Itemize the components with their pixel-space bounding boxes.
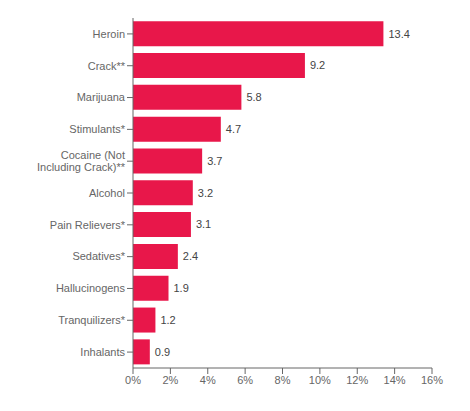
svg-text:6%: 6% <box>237 374 253 386</box>
svg-text:Heroin: Heroin <box>93 28 125 40</box>
svg-text:Hallucinogens: Hallucinogens <box>56 282 126 294</box>
svg-text:2%: 2% <box>162 374 178 386</box>
svg-text:3.2: 3.2 <box>198 187 213 199</box>
svg-text:13.4: 13.4 <box>388 28 409 40</box>
svg-text:Inhalants: Inhalants <box>80 346 125 358</box>
svg-text:Marijuana: Marijuana <box>77 91 126 103</box>
svg-text:9.2: 9.2 <box>310 59 325 71</box>
svg-text:3.7: 3.7 <box>207 155 222 167</box>
svg-text:16%: 16% <box>421 374 443 386</box>
svg-text:14%: 14% <box>384 374 406 386</box>
svg-text:2.4: 2.4 <box>183 250 198 262</box>
svg-text:10%: 10% <box>309 374 331 386</box>
svg-text:Crack**: Crack** <box>88 60 126 72</box>
svg-text:Cocaine (NotIncluding Crack)**: Cocaine (NotIncluding Crack)** <box>37 149 126 173</box>
svg-text:Tranquilizers*: Tranquilizers* <box>58 314 126 326</box>
svg-text:1.9: 1.9 <box>174 282 189 294</box>
svg-text:0%: 0% <box>125 374 141 386</box>
svg-text:0.9: 0.9 <box>155 346 170 358</box>
svg-text:8%: 8% <box>275 374 291 386</box>
svg-text:3.1: 3.1 <box>196 218 211 230</box>
svg-text:12%: 12% <box>346 374 368 386</box>
svg-text:1.2: 1.2 <box>160 314 175 326</box>
svg-text:Sedatives*: Sedatives* <box>72 250 125 262</box>
svg-text:Stimulants*: Stimulants* <box>69 123 125 135</box>
svg-text:4.7: 4.7 <box>226 123 241 135</box>
svg-text:Alcohol: Alcohol <box>89 187 125 199</box>
svg-text:4%: 4% <box>200 374 216 386</box>
svg-text:5.8: 5.8 <box>246 91 261 103</box>
svg-text:Pain Relievers*: Pain Relievers* <box>50 219 126 231</box>
